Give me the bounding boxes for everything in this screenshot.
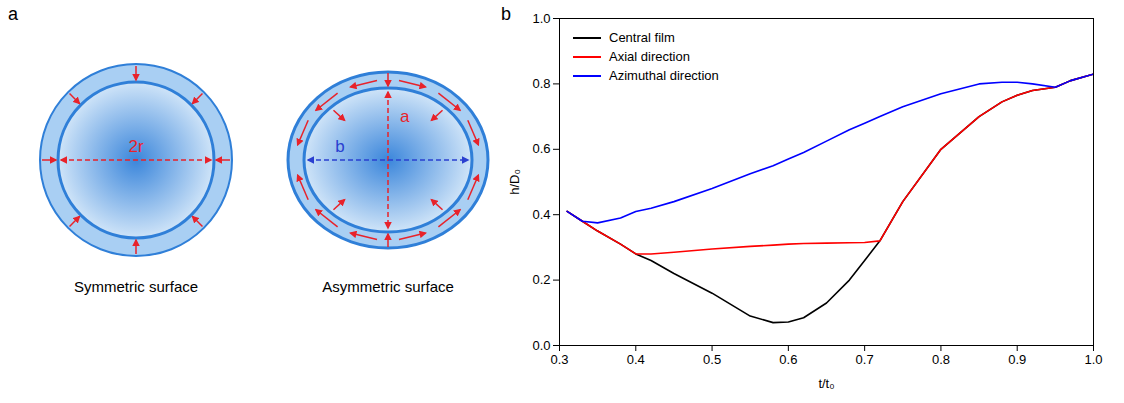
svg-text:a: a [400, 107, 410, 126]
svg-text:0.0: 0.0 [532, 338, 550, 353]
svg-text:0.8: 0.8 [932, 352, 950, 367]
html-text:a: a [8, 4, 18, 24]
svg-text:2r: 2r [128, 137, 143, 156]
svg-text:0.6: 0.6 [532, 141, 550, 156]
svg-text:0.9: 0.9 [1008, 352, 1026, 367]
svg-text:0.3: 0.3 [550, 352, 568, 367]
html-text:Axial direction: Axial direction [609, 49, 690, 64]
svg-text:0.5: 0.5 [703, 352, 721, 367]
svg-text:Symmetric surface: Symmetric surface [74, 278, 198, 295]
svg-text:0.4: 0.4 [627, 352, 645, 367]
svg-text:0.2: 0.2 [532, 272, 550, 287]
svg-text:0.8: 0.8 [532, 76, 550, 91]
html-text:Azimuthal direction: Azimuthal direction [609, 68, 719, 83]
html-text:b: b [501, 4, 511, 24]
svg-text:1.0: 1.0 [1084, 352, 1102, 367]
svg-text:b: b [335, 137, 344, 156]
svg-text:0.7: 0.7 [856, 352, 874, 367]
svg-text:1.0: 1.0 [532, 11, 550, 26]
svg-text:h/D₀: h/D₀ [507, 169, 522, 195]
svg-text:Asymmetric surface: Asymmetric surface [322, 278, 454, 295]
html-text:Central film: Central film [609, 30, 675, 45]
svg-text:0.4: 0.4 [532, 207, 550, 222]
svg-text:0.6: 0.6 [779, 352, 797, 367]
svg-text:t/t₀: t/t₀ [818, 376, 834, 391]
